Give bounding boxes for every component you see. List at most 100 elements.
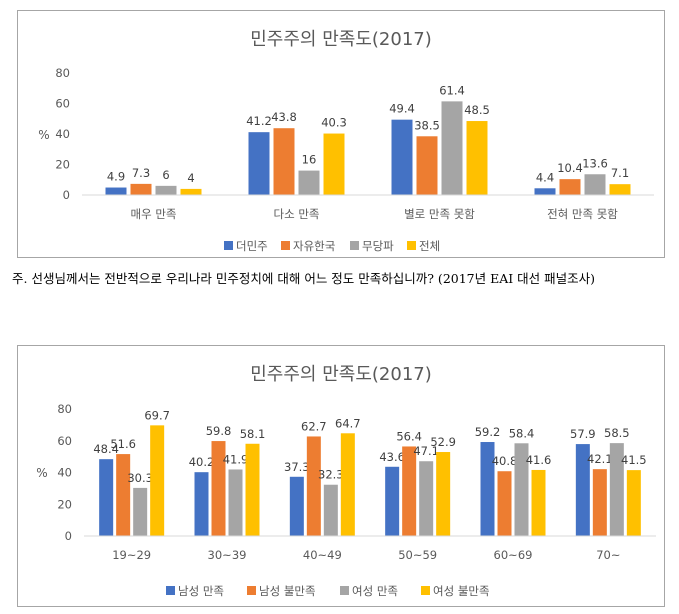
data-label: 41.5 [621,453,647,467]
y-tick-label: 60 [57,434,72,448]
x-category-label: 다소 만족 [274,207,320,221]
data-label: 13.6 [582,156,608,170]
legend-swatch [407,241,416,250]
data-label: 48.4 [93,442,119,456]
data-label: 58.4 [509,426,535,440]
data-label: 30.3 [127,471,153,485]
data-label: 4.9 [107,170,125,184]
chart-2-svg: 민주주의 만족도(2017)% 0 20 40 60 80 19~29 48.451.6 30.… [36,364,656,598]
data-label: 38.5 [414,118,440,132]
x-category-label: 매우 만족 [131,207,177,221]
bar [531,469,546,536]
chart-gender-age-satisfaction: 민주주의 만족도(2017)% 0 20 40 60 80 19~29 48.4 51.6 30.… [17,345,665,607]
data-label: 51.6 [110,437,136,451]
y-tick-label: 40 [57,466,72,480]
legend-swatch [166,586,175,595]
data-label: 41.2 [246,114,272,128]
data-label: 40.3 [321,116,347,130]
bar [497,471,512,536]
bar [441,101,463,195]
data-label: 61.4 [439,83,465,97]
bar [609,443,624,536]
data-label: 52.9 [430,435,456,449]
data-label: 58.1 [240,427,266,441]
data-label: 4.4 [536,170,554,184]
y-tick-label: 60 [55,97,70,111]
legend-swatch [350,241,359,250]
legend-label: 여성 불만족 [433,584,490,598]
y-tick-label: 20 [57,497,72,511]
bar [340,433,355,536]
bar [298,170,320,195]
bar [466,121,488,195]
data-label: 6 [162,168,169,182]
bar [436,452,451,536]
data-label: 56.4 [396,429,422,443]
data-label: 41.9 [223,452,249,466]
data-label: 43.6 [379,450,405,464]
data-label: 32.3 [318,468,344,482]
bar [194,472,209,536]
bar [419,461,434,536]
legend-swatch [421,586,430,595]
data-label: 40.2 [189,455,215,469]
data-label: 58.5 [604,426,630,440]
legend-swatch [224,241,233,250]
bar [480,442,495,536]
bar [245,443,260,536]
bar [306,436,321,536]
bar [575,444,590,536]
x-category-label: 전혀 만족 못함 [547,207,618,221]
survey-note: 주. 선생님께서는 전반적으로 우리나라 민주정치에 대해 어느 정도 만족하십… [12,271,596,286]
bar [133,487,148,536]
legend-swatch [340,586,349,595]
data-label: 62.7 [301,419,327,433]
x-category-label: 60~69 [494,548,533,562]
data-label: 7.1 [611,166,629,180]
legend-label: 여성 만족 [352,584,398,598]
bar [584,174,606,195]
data-label: 7.3 [132,166,150,180]
y-tick-label: 40 [55,127,70,141]
legend-swatch [247,586,256,595]
y-tick-label: 0 [63,188,70,202]
legend-label: 남성 불만족 [259,584,316,598]
legend-label: 전체 [419,239,440,253]
bar [99,459,114,536]
y-axis-label: % [38,128,49,142]
data-label: 57.9 [570,427,596,441]
legend-label: 무당파 [362,239,394,253]
y-tick-label: 0 [65,529,72,543]
data-label: 10.4 [557,161,583,175]
y-axis-label: % [36,466,47,480]
bar [289,476,304,536]
bar [385,466,400,536]
data-label: 43.8 [271,110,297,124]
data-label: 41.6 [526,453,552,467]
x-category-label: 50~59 [398,548,437,562]
bar [211,441,226,536]
bar [105,187,127,195]
bar [323,484,338,536]
data-label: 69.7 [144,408,170,422]
data-label: 59.2 [475,425,501,439]
bar [130,183,152,195]
bar [116,454,131,536]
bar [150,425,165,536]
data-label: 47.1 [413,444,439,458]
data-label: 42.1 [587,452,613,466]
chart-title: 민주주의 만족도(2017) [250,364,432,385]
chart-1-svg: 민주주의 만족도(2017)% 0 20 40 60 80 매우 만족 4.9 7.3 6 4 다소 … [38,29,654,253]
bar [323,133,345,195]
bar [273,128,295,195]
legend-label: 더민주 [236,239,268,253]
y-tick-label: 80 [57,402,72,416]
data-label: 40.8 [492,454,518,468]
data-label: 59.8 [206,424,232,438]
data-label: 4 [187,171,194,185]
bar [514,443,529,536]
bar [248,132,270,195]
bar [391,119,413,195]
x-category-label: 별로 만족 못함 [404,207,475,221]
bar [155,185,177,195]
